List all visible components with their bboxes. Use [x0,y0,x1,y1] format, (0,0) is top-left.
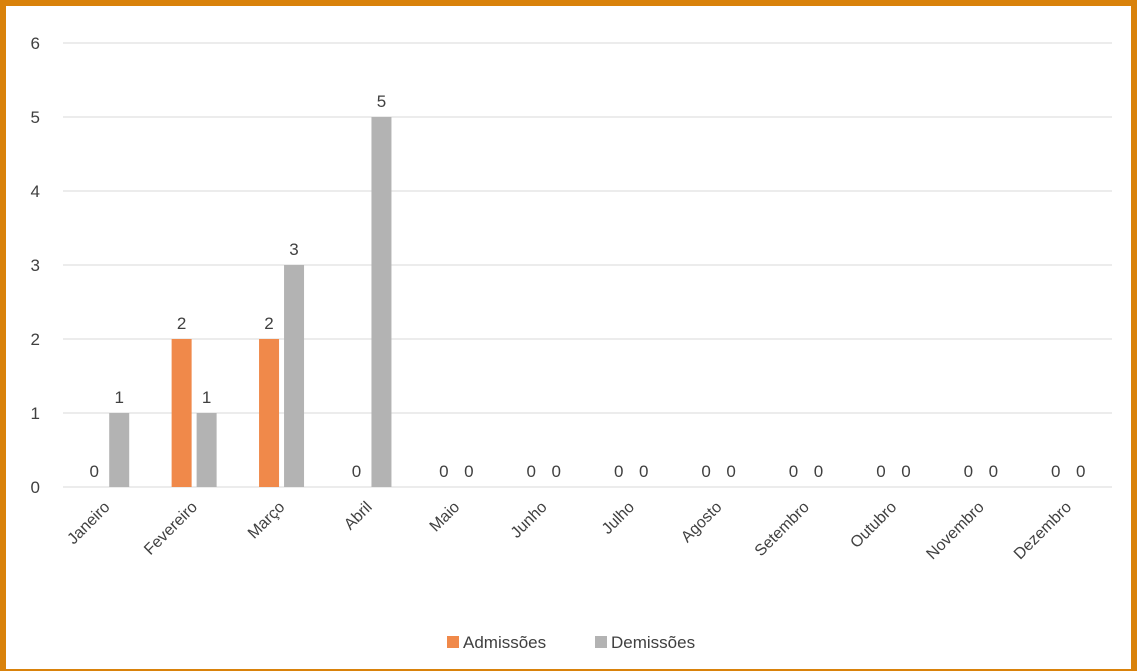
x-tick-label: Maio [427,499,464,536]
data-label: 0 [439,462,448,481]
bar [259,339,280,487]
data-label: 0 [1051,462,1060,481]
data-label: 0 [726,462,735,481]
data-label: 0 [552,462,561,481]
x-tick-label: Junho [508,499,551,542]
x-tick-label: Setembro [752,499,813,560]
y-tick-label: 3 [31,256,40,275]
y-tick-label: 4 [31,182,40,201]
x-tick-label: Dezembro [1011,499,1075,563]
data-label: 0 [639,462,648,481]
data-label: 2 [177,314,186,333]
x-tick-label: Março [245,499,289,543]
data-label: 0 [527,462,536,481]
bar [171,339,192,487]
data-label: 0 [964,462,973,481]
x-tick-label: Abril [341,499,376,534]
bar [109,413,130,487]
data-label: 0 [989,462,998,481]
legend-swatch [447,636,459,648]
legend-label: Admissões [463,633,546,652]
data-label: 0 [464,462,473,481]
y-tick-label: 5 [31,108,40,127]
y-axis-ticks: 0 1 2 3 4 5 6 [31,34,40,497]
legend: Admissões Demissões [447,633,695,652]
bar [284,265,305,487]
data-label: 2 [264,314,273,333]
x-axis-ticks: Janeiro Fevereiro Março Abril Maio Junho Julho… [64,499,1075,563]
data-label: 0 [352,462,361,481]
legend-swatch [595,636,607,648]
data-label: 5 [377,92,386,111]
y-tick-label: 2 [31,330,40,349]
data-label: 0 [876,462,885,481]
data-label: 0 [814,462,823,481]
x-tick-label: Outubro [847,499,900,552]
x-tick-label: Novembro [923,499,987,563]
data-label: 0 [1076,462,1085,481]
data-label: 0 [901,462,910,481]
x-tick-label: Janeiro [64,499,113,548]
data-label: 3 [289,240,298,259]
x-tick-label: Julho [599,499,638,538]
x-tick-label: Fevereiro [141,499,201,559]
x-tick-label: Agosto [678,499,725,546]
bar [196,413,217,487]
data-label: 0 [89,462,98,481]
data-label: 1 [114,388,123,407]
bars [109,117,392,487]
data-label: 0 [789,462,798,481]
y-tick-label: 1 [31,404,40,423]
y-tick-label: 6 [31,34,40,53]
gridlines [63,42,1112,488]
data-label: 1 [202,388,211,407]
data-label: 0 [701,462,710,481]
data-label: 0 [614,462,623,481]
y-tick-label: 0 [31,478,40,497]
legend-label: Demissões [611,633,695,652]
bar [371,117,392,487]
